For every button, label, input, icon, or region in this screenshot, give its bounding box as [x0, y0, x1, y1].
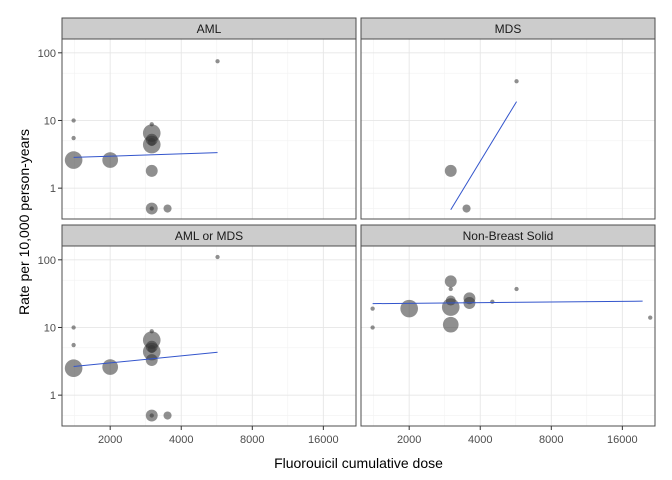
data-point [441, 298, 460, 316]
y-tick-label: 10 [44, 322, 56, 334]
data-point [462, 204, 471, 213]
data-point [215, 59, 220, 64]
panel-non-breast-solid: Non-Breast Solid 2000 4000 8000 16000 [360, 224, 656, 446]
strip-label: AML or MDS [175, 229, 243, 243]
strip-mds [360, 17, 656, 40]
y-tick-label: 100 [38, 48, 56, 60]
data-point [444, 164, 457, 177]
data-point [145, 354, 158, 367]
strip-aml-or-mds [61, 224, 357, 247]
data-point [514, 286, 519, 292]
panel-background [361, 39, 655, 219]
data-point [163, 204, 172, 213]
panel-aml-or-mds: AML or MDS 1 10 100 2000 4000 8000 16000 [38, 224, 357, 446]
data-point [149, 206, 154, 211]
data-point [442, 316, 459, 333]
data-point [400, 299, 418, 318]
y-tick-label: 1 [50, 390, 56, 402]
strip-label: Non-Breast Solid [463, 229, 554, 243]
data-point [149, 413, 154, 418]
data-point [71, 342, 76, 348]
x-tick-label: 2000 [98, 434, 122, 446]
data-point [370, 325, 375, 330]
data-point [215, 254, 220, 260]
fit-line [73, 351, 218, 368]
x-tick-label: 8000 [240, 434, 264, 446]
data-point [142, 342, 161, 361]
x-tick-label: 4000 [468, 434, 492, 446]
data-point [444, 275, 457, 288]
y-tick-label: 1 [50, 183, 56, 195]
data-point [648, 315, 653, 320]
data-point [71, 325, 76, 330]
strip-non-breast-solid [360, 224, 656, 247]
x-tick-label: 2000 [397, 434, 421, 446]
data-point [448, 286, 453, 292]
fit-line [450, 101, 517, 210]
data-point [145, 164, 158, 177]
data-point [370, 306, 375, 311]
strip-label: MDS [495, 22, 522, 36]
data-point [102, 152, 119, 168]
data-point [514, 79, 519, 84]
data-point [64, 151, 83, 169]
panel-aml: AML 1 10 100 [38, 17, 357, 220]
strip-label: AML [197, 22, 222, 36]
data-point [163, 411, 172, 420]
fit-line [73, 152, 218, 158]
data-point [142, 135, 161, 154]
x-tick-label: 8000 [539, 434, 563, 446]
data-point [490, 299, 495, 304]
data-point [102, 359, 119, 375]
x-tick-label: 4000 [169, 434, 193, 446]
y-axis-title: Rate per 10,000 person-years [16, 129, 32, 315]
panel-background [62, 39, 356, 219]
x-axis-title: Fluorouicil cumulative dose [274, 455, 443, 471]
x-tick-label: 16000 [308, 434, 339, 446]
data-point [71, 118, 76, 123]
y-tick-label: 100 [38, 255, 56, 267]
panel-background [62, 246, 356, 426]
panel-background [361, 246, 655, 426]
panel-mds: MDS [360, 17, 656, 220]
y-tick-label: 10 [44, 115, 56, 127]
data-point [64, 359, 83, 378]
data-point [71, 135, 76, 141]
x-tick-label: 16000 [607, 434, 638, 446]
fit-line [372, 300, 643, 305]
strip-aml [61, 17, 357, 40]
